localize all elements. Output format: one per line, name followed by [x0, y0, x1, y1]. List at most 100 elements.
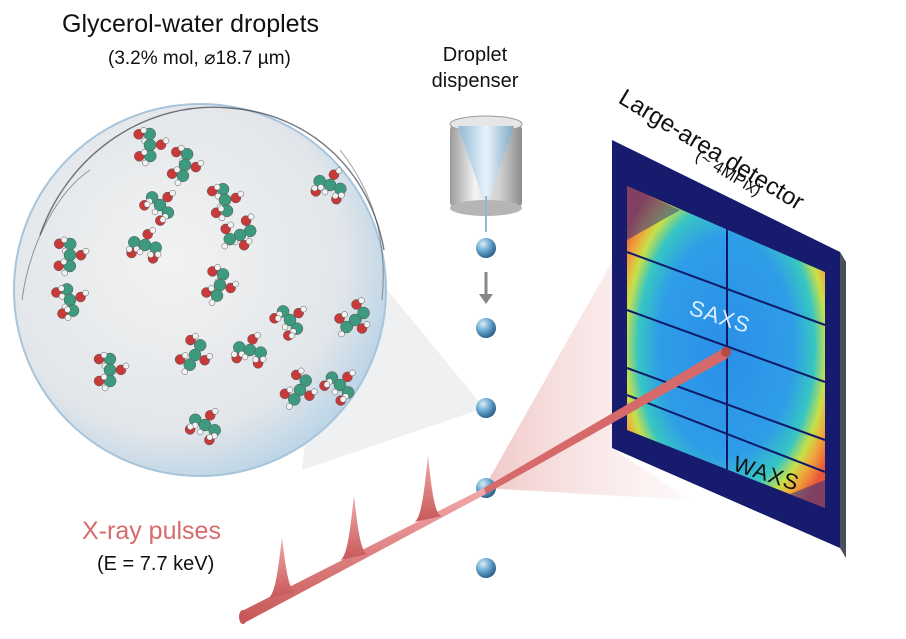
atom	[217, 205, 225, 213]
atom	[151, 208, 159, 216]
down-arrow-icon	[479, 272, 493, 304]
atom	[252, 356, 259, 363]
atom	[214, 264, 221, 271]
atom	[174, 179, 182, 187]
atom	[173, 166, 181, 173]
glycerol-molecule	[231, 332, 267, 369]
atom	[254, 332, 261, 339]
atom	[223, 232, 237, 246]
droplet-composition: (3.2% mol, ⌀18.7 µm)	[108, 48, 291, 69]
xray-energy: (E = 7.7 keV)	[97, 553, 215, 575]
atom	[61, 269, 69, 277]
atom	[259, 356, 267, 363]
atom	[232, 280, 239, 288]
atom	[141, 149, 148, 156]
atom	[221, 242, 229, 250]
atom	[348, 313, 362, 327]
atom	[162, 137, 170, 144]
atom	[100, 351, 108, 359]
atom	[288, 393, 301, 406]
glycerol-molecule	[269, 305, 307, 341]
dispenser-label-line1: Droplet	[442, 44, 508, 66]
atom	[274, 315, 282, 322]
atom	[192, 332, 199, 340]
glycerol-molecule	[126, 227, 162, 264]
atom	[60, 236, 68, 244]
atom	[126, 246, 133, 253]
atom	[286, 403, 293, 410]
atom	[208, 285, 215, 292]
atom	[196, 428, 204, 436]
glycerol-molecule	[334, 297, 371, 338]
dispenser-label: Droplet dispenser	[405, 42, 545, 94]
atom	[340, 320, 353, 334]
glycerol-molecule	[220, 213, 257, 251]
atom	[197, 159, 205, 167]
atom	[288, 332, 296, 339]
atom	[64, 306, 71, 313]
atom	[281, 323, 289, 331]
atom	[311, 388, 318, 395]
atom	[136, 248, 144, 256]
droplet-2	[476, 318, 496, 338]
atom	[198, 418, 212, 432]
glycerol-molecule	[184, 408, 221, 446]
atom	[206, 352, 213, 360]
atom	[100, 373, 108, 381]
droplet-3	[476, 398, 496, 418]
xray-pulse-3	[414, 456, 442, 522]
atom	[339, 396, 347, 403]
atom	[82, 289, 89, 297]
atom	[169, 189, 176, 197]
atom	[142, 159, 149, 167]
atom	[208, 299, 216, 306]
glycerol-molecule	[201, 264, 239, 306]
atom	[247, 213, 255, 220]
atom	[58, 285, 65, 292]
atom	[218, 214, 226, 222]
atom	[311, 184, 318, 192]
atom	[338, 191, 345, 199]
glycerol-molecule	[279, 367, 318, 410]
glycerol-molecule	[319, 369, 356, 406]
glycerol-molecule	[53, 236, 90, 277]
atom	[82, 247, 90, 255]
xray-pulse-1	[268, 538, 296, 598]
droplet-1	[476, 238, 496, 258]
atom	[335, 167, 343, 174]
atom	[210, 289, 224, 302]
glycerol-molecule	[206, 182, 245, 222]
glycerol-molecule	[310, 167, 347, 205]
xray-pulses-label: X-ray pulses	[82, 517, 221, 545]
glycerol-molecule	[139, 189, 176, 226]
atom	[323, 381, 331, 388]
atom	[143, 201, 151, 208]
atom	[227, 221, 234, 229]
droplet-5	[476, 558, 496, 578]
atom	[188, 348, 202, 362]
atom	[358, 297, 365, 304]
atom	[147, 251, 154, 258]
glycerol-molecule	[174, 332, 213, 375]
atom	[159, 216, 167, 223]
atom	[333, 378, 347, 392]
atom	[357, 306, 370, 320]
atom	[331, 388, 339, 396]
atom	[299, 374, 312, 387]
atom	[283, 313, 297, 327]
atom	[300, 305, 307, 313]
atom	[237, 190, 245, 198]
atom	[293, 383, 307, 397]
atom	[178, 144, 185, 152]
atom	[286, 386, 294, 394]
atom	[181, 352, 189, 359]
glycerol-molecule	[133, 127, 170, 167]
atom	[338, 330, 345, 338]
atom	[206, 433, 213, 441]
atom	[187, 423, 194, 431]
atom	[321, 188, 329, 196]
atom	[213, 183, 221, 191]
atom	[341, 311, 348, 318]
atom	[363, 321, 371, 328]
